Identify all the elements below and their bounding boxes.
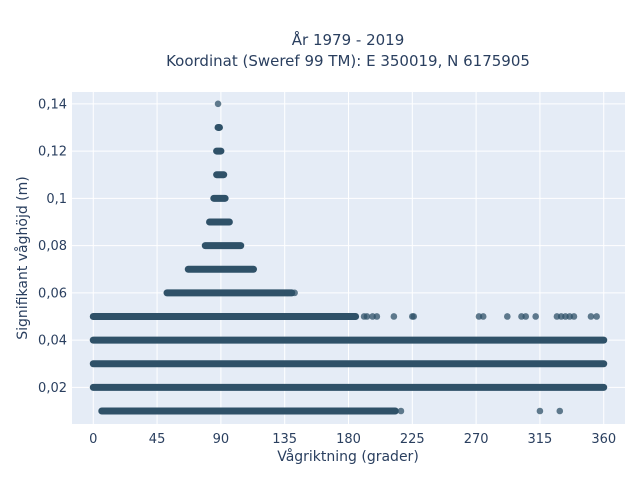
data-point xyxy=(410,313,418,320)
x-tick-label: 0 xyxy=(89,432,97,447)
y-tick-label: 0,1 xyxy=(46,192,67,207)
chart-title-line2: Koordinat (Sweref 99 TM): E 350019, N 61… xyxy=(166,52,530,70)
x-tick-label: 270 xyxy=(464,432,489,447)
data-point xyxy=(556,407,564,415)
data-point xyxy=(570,313,578,320)
y-tick-label: 0,08 xyxy=(38,239,67,254)
data-point xyxy=(397,407,405,415)
x-tick-label: 135 xyxy=(272,432,297,447)
chart-title-line1: År 1979 - 2019 xyxy=(292,30,405,49)
y-axis-label: Signifikant våghöjd (m) xyxy=(14,176,31,339)
data-point xyxy=(536,407,544,415)
data-point xyxy=(504,313,511,320)
data-point xyxy=(532,313,539,320)
x-axis-ticks: 0 45 90 135 180 225 270 315 360 xyxy=(89,432,616,447)
x-tick-label: 90 xyxy=(213,432,230,447)
data-point xyxy=(373,313,381,320)
data-point xyxy=(214,100,222,108)
y-tick-label: 0,06 xyxy=(38,286,67,301)
data-point xyxy=(587,313,595,320)
x-axis-label: Vågriktning (grader) xyxy=(277,448,419,465)
data-point xyxy=(479,313,487,320)
y-tick-label: 0,04 xyxy=(38,334,67,349)
data-point xyxy=(522,313,530,320)
x-tick-label: 180 xyxy=(336,432,361,447)
data-point xyxy=(390,313,398,320)
x-tick-label: 315 xyxy=(528,432,553,447)
x-tick-label: 360 xyxy=(591,432,616,447)
y-tick-label: 0,12 xyxy=(38,145,67,160)
y-tick-label: 0,14 xyxy=(38,97,67,112)
y-axis-ticks: 0,02 0,04 0,06 0,08 0,1 0,12 0,14 xyxy=(38,97,67,396)
x-tick-label: 225 xyxy=(400,432,425,447)
y-tick-label: 0,02 xyxy=(38,381,67,396)
data-point xyxy=(363,313,371,320)
data-points xyxy=(89,100,608,415)
data-point xyxy=(284,289,291,297)
x-tick-label: 45 xyxy=(149,432,166,447)
data-point xyxy=(593,313,600,320)
data-point xyxy=(291,289,298,297)
